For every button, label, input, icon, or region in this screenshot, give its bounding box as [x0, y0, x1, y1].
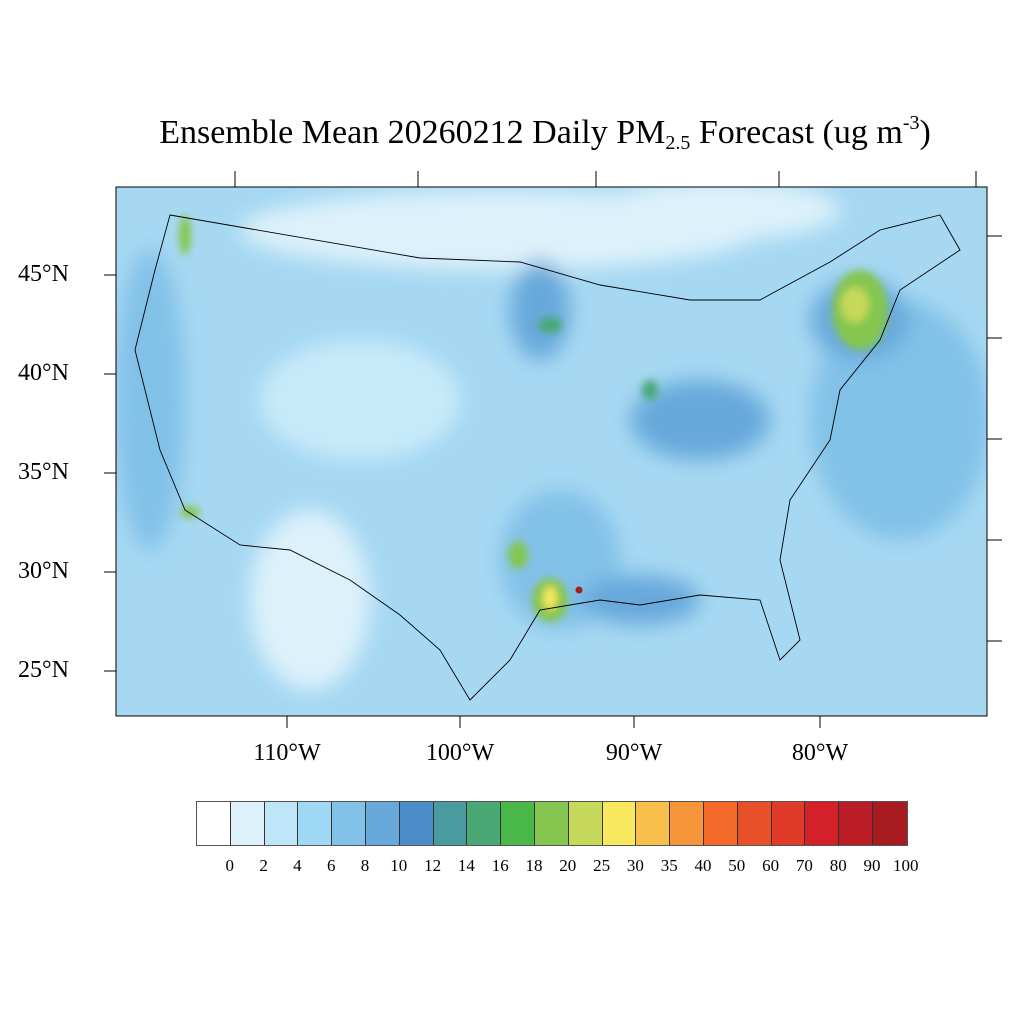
colorbar-label: 70: [795, 856, 813, 875]
colorbar-label: 30: [626, 856, 644, 875]
colorbar: [196, 801, 908, 846]
lat-label: 25°N: [18, 657, 69, 683]
colorbar-swatch: [230, 802, 265, 845]
lon-label: 100°W: [425, 740, 495, 766]
colorbar-swatch: [365, 802, 400, 845]
colorbar-label: 12: [424, 856, 442, 875]
lat-label: 35°N: [18, 459, 69, 485]
colorbar-label: 18: [525, 856, 543, 875]
colorbar-swatch: [872, 802, 907, 845]
lat-label: 30°N: [18, 558, 69, 584]
colorbar-label: 35: [660, 856, 678, 875]
map-title: Ensemble Mean 20260212 Daily PM2.5 Forec…: [159, 112, 931, 154]
lat-label: 45°N: [18, 261, 69, 287]
colorbar-label: 60: [762, 856, 780, 875]
colorbar-swatch: [703, 802, 738, 845]
colorbar-swatch: [298, 802, 333, 845]
colorbar-label: 16: [491, 856, 509, 875]
colorbar-swatch: [264, 802, 299, 845]
map-frame: [115, 186, 988, 717]
colorbar-label: 50: [728, 856, 746, 875]
colorbar-label: 20: [559, 856, 577, 875]
colorbar-swatch: [602, 802, 637, 845]
lat-label: 40°N: [18, 360, 69, 386]
us-outline: [134, 214, 961, 701]
colorbar-swatch: [399, 802, 434, 845]
colorbar-swatch: [534, 802, 569, 845]
lon-label: 110°W: [253, 740, 321, 766]
lon-label: 80°W: [791, 740, 849, 766]
colorbar-swatch: [332, 802, 366, 845]
colorbar-label: 4: [293, 856, 302, 875]
hotspots: [179, 215, 888, 622]
colorbar-label: 90: [863, 856, 881, 875]
colorbar-swatch: [805, 802, 840, 845]
axis-ticks: [104, 171, 1002, 728]
colorbar-label: 8: [360, 856, 370, 875]
colorbar-swatch: [568, 802, 603, 845]
colorbar-label: 2: [259, 856, 268, 875]
colorbar-swatch: [670, 802, 704, 845]
colorbar-swatch: [501, 802, 535, 845]
colorbar-label: 100: [893, 856, 919, 875]
lon-label: 90°W: [605, 740, 663, 766]
colorbar-label: 25: [593, 856, 611, 875]
colorbar-label: 14: [457, 856, 475, 875]
colorbar-swatch: [433, 802, 468, 845]
colorbar-label: 10: [390, 856, 408, 875]
colorbar-label: 80: [829, 856, 847, 875]
colorbar-swatch: [197, 802, 231, 845]
colorbar-label: 40: [694, 856, 712, 875]
max-hotspot: [575, 586, 583, 594]
colorbar-swatch: [467, 802, 502, 845]
colorbar-swatch: [737, 802, 772, 845]
colorbar-swatch: [771, 802, 806, 845]
colorbar-swatch: [839, 802, 873, 845]
colorbar-label: 0: [225, 856, 235, 875]
colorbar-swatch: [636, 802, 671, 845]
colorbar-label: 6: [326, 856, 336, 875]
